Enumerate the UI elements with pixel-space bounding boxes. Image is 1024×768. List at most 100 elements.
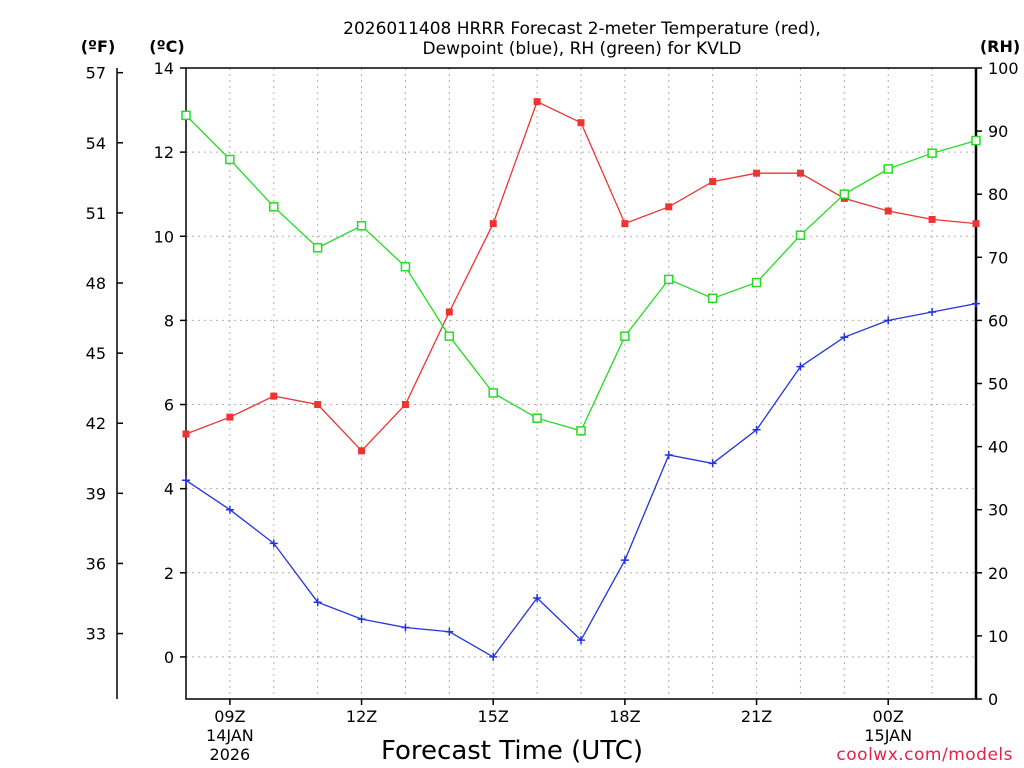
dewpoint-point bbox=[313, 598, 322, 607]
rh-point bbox=[181, 110, 191, 121]
fahrenheit-unit-label: (ºF) bbox=[81, 37, 116, 56]
temperature-point bbox=[401, 401, 409, 409]
dewpoint-point bbox=[972, 299, 980, 308]
temperature-point bbox=[796, 169, 804, 177]
dewpoint-point bbox=[796, 362, 805, 371]
celsius-tick-label: 2 bbox=[164, 564, 174, 583]
x-tick-label: 09Z bbox=[214, 707, 245, 726]
rh-point bbox=[312, 243, 323, 253]
x-tick-year: 2026 bbox=[210, 745, 251, 764]
dewpoint-point bbox=[664, 451, 673, 460]
grid-layer bbox=[186, 67, 976, 699]
dewpoint-point bbox=[269, 539, 278, 548]
chart-title-line2: Dewpoint (blue), RH (green) for KVLD bbox=[423, 39, 742, 59]
rh-point bbox=[269, 202, 279, 212]
temperature-point bbox=[709, 178, 717, 186]
dewpoint-point bbox=[928, 307, 937, 316]
rh-point bbox=[927, 148, 937, 158]
rh-tick-label: 100 bbox=[988, 59, 1019, 78]
dewpoint-point bbox=[533, 594, 542, 603]
temperature-point bbox=[182, 430, 190, 438]
x-tick-date: 14JAN bbox=[206, 726, 254, 745]
temperature-point bbox=[226, 413, 234, 421]
rh-point bbox=[532, 413, 542, 423]
fahrenheit-tick-label: 42 bbox=[86, 414, 106, 433]
dewpoint-point bbox=[401, 623, 410, 632]
rh-point bbox=[620, 331, 630, 341]
rh-point bbox=[971, 135, 981, 146]
temperature-point bbox=[753, 169, 761, 177]
temperature-point bbox=[621, 220, 629, 228]
temperature-point bbox=[445, 308, 453, 316]
temperature-point bbox=[928, 215, 936, 223]
rh-point bbox=[225, 154, 235, 165]
temperature-point bbox=[358, 447, 366, 455]
fahrenheit-tick-label: 54 bbox=[86, 134, 106, 153]
rh-tick-label: 40 bbox=[988, 438, 1008, 457]
rh-tick-label: 50 bbox=[988, 375, 1008, 394]
x-tick-label: 00Z bbox=[873, 707, 904, 726]
rh-tick-label: 20 bbox=[988, 564, 1008, 583]
x-tick-label: 15Z bbox=[478, 707, 509, 726]
series-layer bbox=[181, 98, 981, 661]
rh-point bbox=[751, 277, 762, 288]
dewpoint-point bbox=[752, 425, 761, 434]
rh-point bbox=[356, 221, 367, 231]
celsius-tick-label: 14 bbox=[154, 59, 174, 78]
dewpoint-point bbox=[225, 505, 234, 514]
dewpoint-point bbox=[840, 333, 849, 342]
dewpoint-point bbox=[577, 636, 585, 645]
celsius-unit-label: (ºC) bbox=[149, 37, 184, 56]
x-tick-label: 21Z bbox=[741, 707, 772, 726]
rh-point bbox=[576, 426, 586, 436]
credit-text: coolwx.com/models bbox=[836, 745, 1013, 765]
fahrenheit-tick-label: 36 bbox=[86, 554, 106, 573]
fahrenheit-tick-label: 48 bbox=[86, 274, 106, 293]
dewpoint-point bbox=[357, 615, 366, 624]
rh-tick-label: 30 bbox=[988, 501, 1008, 520]
celsius-tick-label: 10 bbox=[154, 227, 174, 246]
rh-point bbox=[400, 262, 411, 272]
rh-point bbox=[795, 230, 806, 240]
plot-frame bbox=[185, 67, 977, 700]
temperature-point bbox=[972, 220, 980, 228]
fahrenheit-tick-label: 45 bbox=[86, 344, 106, 363]
axis-layer: 0 2 4 6 8 10 12 14 33 36 39 42 45 48 51 54 57 0 10 20 30 40 50… bbox=[86, 59, 1019, 764]
temperature-point bbox=[270, 392, 278, 400]
rh-point bbox=[839, 189, 850, 199]
temperature-point bbox=[533, 98, 541, 106]
celsius-tick-label: 6 bbox=[164, 396, 174, 415]
rh-unit-label: (RH) bbox=[980, 37, 1020, 56]
dewpoint-point bbox=[708, 459, 717, 468]
rh-point bbox=[707, 293, 718, 304]
fahrenheit-tick-label: 57 bbox=[86, 64, 106, 83]
temperature-point bbox=[665, 203, 673, 211]
dewpoint-point bbox=[182, 476, 190, 485]
fahrenheit-tick-label: 33 bbox=[86, 625, 106, 644]
celsius-tick-label: 4 bbox=[164, 480, 174, 499]
celsius-tick-label: 0 bbox=[164, 648, 174, 667]
dewpoint-point bbox=[620, 556, 629, 565]
rh-tick-label: 80 bbox=[988, 185, 1008, 204]
fahrenheit-tick-label: 39 bbox=[86, 484, 106, 503]
rh-point bbox=[664, 274, 674, 285]
rh-tick-label: 10 bbox=[988, 627, 1008, 646]
x-axis-label: Forecast Time (UTC) bbox=[381, 736, 643, 766]
rh-point bbox=[488, 388, 498, 398]
rh-tick-label: 60 bbox=[988, 311, 1008, 330]
rh-tick-label: 0 bbox=[988, 690, 998, 709]
celsius-tick-label: 8 bbox=[164, 311, 174, 330]
rh-point bbox=[444, 331, 455, 341]
rh-tick-label: 70 bbox=[988, 248, 1008, 267]
rh-point bbox=[883, 164, 893, 174]
rh-tick-label: 90 bbox=[988, 122, 1008, 141]
dewpoint-point bbox=[884, 316, 893, 325]
x-tick-label: 12Z bbox=[346, 707, 377, 726]
temperature-point bbox=[314, 401, 322, 409]
x-tick-date: 15JAN bbox=[864, 726, 912, 745]
dewpoint-point bbox=[489, 652, 498, 661]
dewpoint-point bbox=[445, 627, 454, 636]
celsius-tick-label: 12 bbox=[154, 143, 174, 162]
temperature-point bbox=[884, 207, 892, 215]
